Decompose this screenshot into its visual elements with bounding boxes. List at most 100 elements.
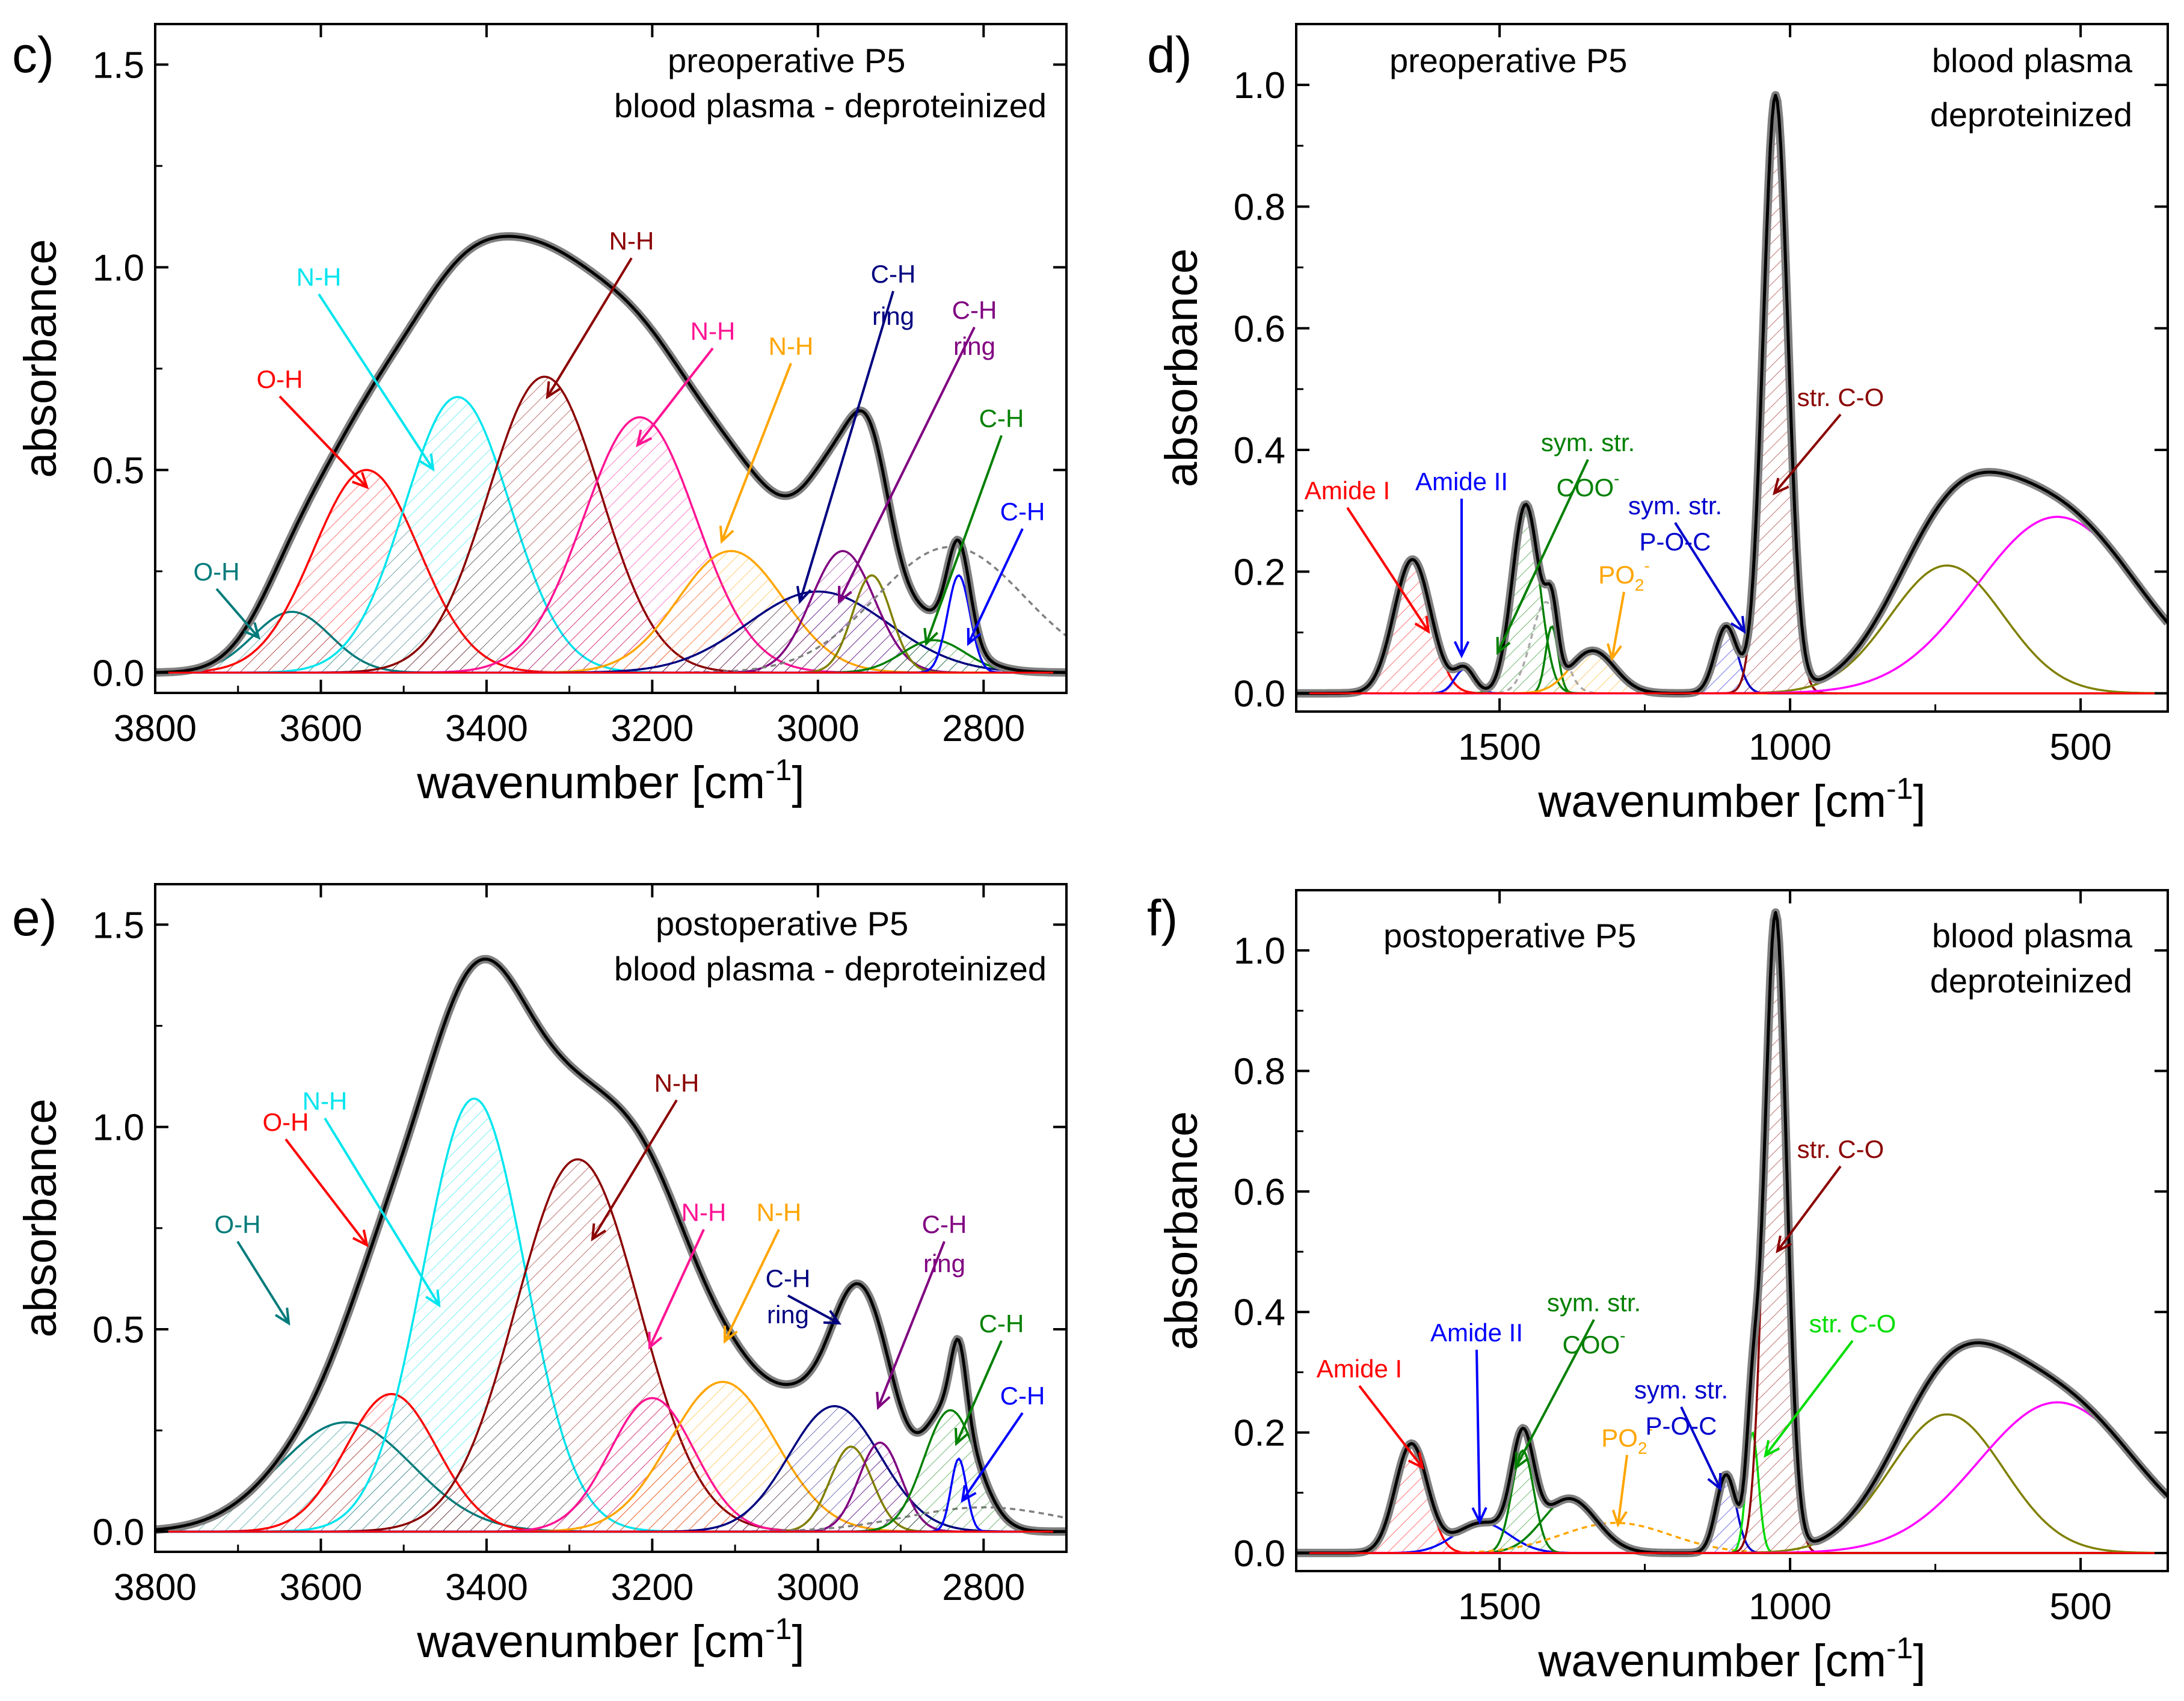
annotation-arrowhead [1496, 636, 1511, 656]
axes-frame [1295, 23, 2169, 713]
band-annotation: C-H [952, 296, 997, 324]
annotation-arrowhead [591, 1223, 606, 1241]
annotation-arrowhead [1773, 478, 1789, 496]
annotation-text: sym. str. [1634, 1376, 1728, 1404]
band-annotation: N-H [681, 1198, 727, 1226]
x-tick-label: 2800 [942, 708, 1025, 749]
annotation-text: O-H [263, 1108, 309, 1136]
annotation-arrow [1617, 1454, 1628, 1525]
band-fill [1296, 1450, 2168, 1553]
band-annotation: str. C-O [1809, 1309, 1896, 1338]
annotation-arrow [967, 528, 1024, 644]
y-tick-label: 1.0 [93, 1107, 144, 1149]
annotation-arrowhead [955, 1427, 970, 1447]
band-annotation: P-O-C [1640, 528, 1711, 556]
band-fill [155, 1442, 1066, 1532]
chart-title: postoperative P5 [656, 905, 908, 943]
y-tick-label: 0.0 [1234, 674, 1285, 715]
annotation-sup: - [1614, 469, 1619, 488]
annotation-text: N-H [691, 317, 736, 345]
chart-panel-e: 3800 3600 3400 3200 3000 2800 0.0 0.5 1.0 1.5 wave… [12, 883, 1068, 1667]
band-annotation: C-H [766, 1264, 811, 1293]
x-tick-label: 1000 [1749, 1586, 1832, 1628]
chart-panel-f: 1500 1000 500 0.0 0.2 0.4 0.6 0.8 1.0 wavenumber … [1147, 889, 2169, 1687]
y-tick-label: 1.5 [93, 45, 144, 86]
annotation-arrow [838, 327, 976, 602]
band-fill [155, 397, 1066, 673]
band-annotation: sym. str. [1547, 1288, 1641, 1317]
annotation-text: str. C-O [1809, 1309, 1896, 1338]
annotation-arrow [324, 1117, 440, 1306]
annotation-text: str. C-O [1797, 383, 1884, 411]
plot-area [155, 955, 1066, 1536]
annotation-arrow [1680, 1406, 1721, 1489]
annotation-arrow [1497, 459, 1589, 653]
annotation-arrowhead [648, 1331, 663, 1350]
band-annotation: ring [767, 1300, 809, 1329]
annotation-text: sym. str. [1547, 1288, 1641, 1317]
annotation-arrowhead [837, 585, 852, 604]
band-annotation: C-H [922, 1210, 967, 1238]
x-axis-label-text: wavenumber [cm [416, 757, 765, 808]
band-annotation: C-H [1000, 1382, 1045, 1410]
y-tick-label: 0.8 [1234, 186, 1285, 228]
annotation-text: ring [923, 1249, 965, 1278]
panel-label: d) [1147, 26, 1192, 83]
band-annotation: C-H [871, 260, 916, 288]
annotation-arrowhead [419, 453, 435, 472]
annotation-arrowhead [1611, 1509, 1628, 1528]
band-fill [155, 1159, 1066, 1532]
x-axis-label-text: wavenumber [cm [1537, 776, 1886, 827]
annotation-text: N-H [681, 1198, 727, 1226]
band-annotation: PO2- [1601, 1420, 1653, 1457]
band-annotation: N-H [303, 1087, 348, 1115]
annotation-sup: - [1620, 1326, 1625, 1345]
band-fill [155, 1410, 1066, 1532]
band-annotation: Amide II [1415, 467, 1508, 496]
annotation-arrowhead [274, 1307, 291, 1326]
annotation-arrow [721, 363, 792, 542]
x-axis-label-text: wavenumber [cm [1537, 1635, 1886, 1687]
band-annotation: ring [953, 332, 995, 360]
x-axis-label: wavenumber [cm-1] [1537, 772, 1925, 827]
panel-label: e) [12, 890, 57, 946]
fitted-envelope [155, 958, 1066, 1533]
band-annotation: sym. str. [1628, 491, 1722, 520]
annotation-arrow [636, 347, 714, 446]
measured-spectrum [1296, 91, 2168, 698]
y-tick-label: 0.8 [1234, 1051, 1285, 1093]
band-fill [155, 551, 1066, 673]
annotation-arrow [724, 1229, 780, 1342]
annotation-sup: - [1647, 1420, 1652, 1438]
annotation-text: C-H [766, 1264, 811, 1293]
annotation-arrow [1674, 521, 1746, 633]
x-axis-label-end: ] [1913, 776, 1926, 827]
annotation-text: C-H [979, 1309, 1024, 1338]
annotation-text: N-H [609, 227, 654, 255]
annotation-text: O-H [194, 558, 240, 586]
annotation-arrowhead [967, 627, 982, 647]
y-tick-label: 1.0 [1234, 930, 1285, 972]
annotation-arrowhead [1514, 1451, 1530, 1471]
annotation-arrow [1475, 1349, 1481, 1522]
chart-subtitle-2: deproteinized [1930, 96, 2132, 134]
band-annotation: O-H [215, 1210, 261, 1238]
band-fill [155, 417, 1066, 673]
annotation-arrow [546, 257, 633, 398]
plot-area [1296, 908, 2168, 1557]
band-annotation: COO- [1563, 1326, 1626, 1359]
annotation-text: C-H [1000, 497, 1045, 526]
y-tick-label: 1.0 [93, 247, 144, 289]
band-fill [155, 640, 1066, 673]
annotation-text: COO [1563, 1330, 1620, 1359]
y-tick-label: 0.0 [1234, 1533, 1285, 1575]
x-tick-label: 3200 [611, 1567, 694, 1608]
x-axis-label-sup: -1 [765, 1612, 792, 1646]
annotation-text: C-H [952, 296, 997, 324]
band-annotation: N-H [691, 317, 736, 345]
annotation-sub: 2 [1635, 576, 1644, 594]
annotation-text: P-O-C [1646, 1412, 1717, 1440]
axes-frame [1295, 889, 2169, 1572]
band-annotation: P-O-C [1646, 1412, 1717, 1440]
annotation-arrow [591, 1099, 678, 1240]
